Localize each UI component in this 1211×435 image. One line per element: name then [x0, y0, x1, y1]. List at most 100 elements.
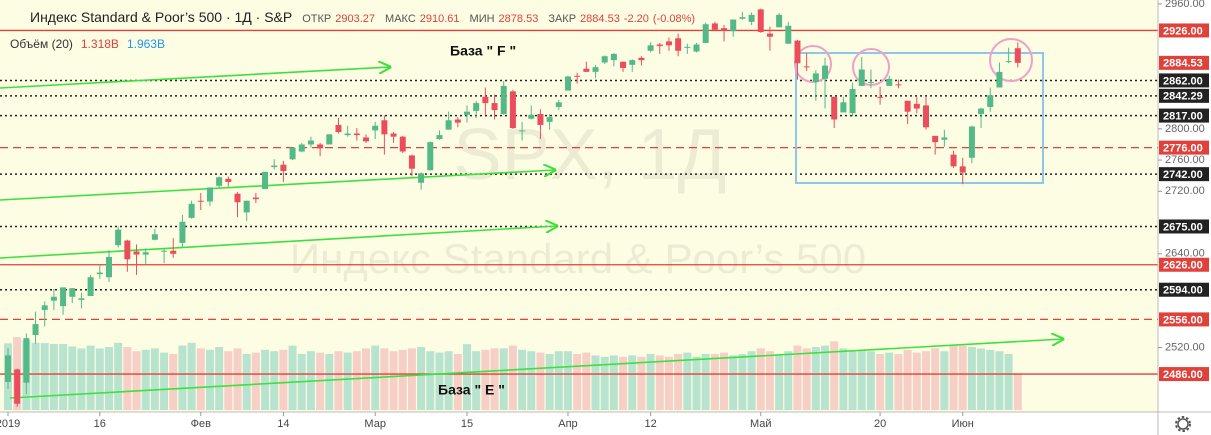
field-label: ЗАКР	[548, 13, 577, 25]
volume-bar	[169, 354, 178, 410]
candle-body	[381, 120, 388, 135]
x-tick-label: 14	[277, 418, 289, 430]
volume-bar	[765, 351, 774, 410]
annotation: База " F "	[450, 43, 516, 59]
volume-bar	[463, 344, 471, 410]
field-value: 2878.53	[498, 13, 539, 25]
volume-bar	[444, 351, 453, 410]
volume-bar	[123, 347, 132, 410]
volume-bar	[334, 351, 343, 410]
volume-bar	[747, 351, 756, 410]
y-tick-label: 2960.00	[1165, 0, 1205, 10]
candle-body	[280, 164, 287, 172]
volume-ma: 1.963B	[126, 37, 165, 51]
volume-bar	[573, 354, 582, 410]
level-label-bg	[1159, 257, 1209, 272]
candle-body	[41, 305, 48, 311]
volume-bar	[59, 343, 68, 410]
candle-body	[500, 85, 507, 115]
candle-body	[978, 108, 985, 115]
volume-bar	[95, 348, 104, 410]
candle-body	[528, 114, 535, 119]
level-label-bg	[1159, 282, 1209, 297]
candle-body	[436, 135, 443, 140]
level-label-bg	[1159, 88, 1209, 103]
volume-bar	[775, 354, 784, 410]
x-tick-label: Мар	[364, 418, 386, 430]
circle	[989, 38, 1033, 82]
field-value: 2884.53	[580, 13, 620, 25]
change-pct: (-0.08%)	[652, 13, 696, 25]
candle-body	[115, 229, 122, 246]
candle-body	[574, 75, 581, 77]
volume-bar	[784, 351, 793, 410]
last-price-bg	[1159, 55, 1209, 70]
candle-body	[170, 250, 177, 254]
volume-bar	[288, 345, 297, 410]
level-label: 2626.00	[1163, 260, 1203, 272]
trend-line	[0, 170, 555, 201]
volume-bar	[554, 351, 563, 410]
levels	[0, 29, 1158, 375]
candle-body	[14, 369, 21, 404]
volume-bar	[518, 349, 527, 410]
candle-body	[638, 57, 645, 61]
x-tick-label: Фев	[191, 418, 211, 430]
candle-body	[803, 66, 810, 68]
x-tick-label: 16	[94, 418, 106, 430]
volume-bar	[655, 355, 664, 410]
candle-body	[950, 154, 957, 167]
volume-bar	[793, 345, 802, 410]
volume-bar	[205, 349, 214, 410]
candle-body	[987, 95, 994, 107]
volume-bar	[49, 343, 58, 410]
settings-icon[interactable]	[1175, 416, 1191, 432]
candle-body	[289, 147, 296, 160]
volume-bar	[609, 355, 618, 410]
volume-bar	[591, 355, 600, 410]
volume-bar	[811, 347, 820, 410]
volume-bar	[821, 345, 830, 410]
candle-body	[252, 197, 259, 200]
field-value: 2903.27	[335, 13, 376, 25]
field-value: 2910.61	[419, 13, 460, 25]
volume-bar	[701, 354, 710, 410]
trend-line	[0, 67, 390, 89]
volume-bar	[398, 349, 407, 410]
volume-bar	[481, 349, 490, 410]
level-label-bg	[1159, 167, 1209, 182]
candle-body	[629, 60, 636, 65]
candle-body	[757, 9, 764, 33]
candle-body	[454, 119, 461, 123]
price-axis	[1158, 0, 1211, 435]
volume-bar	[426, 351, 435, 410]
level-label-bg	[1159, 140, 1209, 155]
candle-body	[271, 165, 278, 168]
volume-bar	[224, 351, 233, 410]
candle-body	[344, 133, 351, 136]
candle-body	[78, 298, 85, 300]
volume-bar	[279, 349, 288, 410]
candle-body	[188, 203, 195, 218]
x-tick-label: 2019	[0, 418, 20, 430]
candle-body	[197, 200, 204, 202]
candle-body	[353, 133, 360, 136]
candle-body	[142, 252, 149, 255]
x-tick-label: Апр	[558, 418, 577, 430]
volume-bar	[242, 354, 251, 410]
volume-bar	[490, 348, 499, 410]
x-tick-label: 20	[874, 418, 886, 430]
volume-bar	[150, 348, 159, 410]
volume-bar	[187, 342, 196, 410]
candle-body	[794, 40, 801, 64]
level-label: 2742.00	[1163, 169, 1203, 181]
candle-body	[555, 102, 562, 107]
volume-bar	[674, 354, 683, 410]
volume-bar	[251, 352, 260, 410]
candle-body	[317, 144, 324, 149]
volume-bar	[628, 355, 637, 410]
candle-body	[23, 338, 30, 383]
y-tick-label: 2720.00	[1165, 185, 1205, 197]
volume-bar	[104, 347, 113, 410]
candle-body	[693, 44, 700, 52]
